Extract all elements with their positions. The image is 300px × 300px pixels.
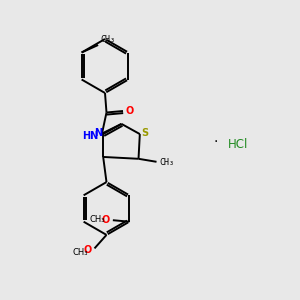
Text: HN: HN <box>82 131 99 141</box>
Text: CH₃: CH₃ <box>100 34 116 43</box>
Text: N: N <box>94 128 102 138</box>
Text: CH₃: CH₃ <box>89 215 105 224</box>
Text: ·: · <box>214 136 218 149</box>
Text: S: S <box>141 128 148 138</box>
Text: O: O <box>101 215 109 225</box>
Text: O: O <box>126 106 134 116</box>
Text: HCl: HCl <box>228 137 248 151</box>
Text: CH₃: CH₃ <box>72 248 88 257</box>
Text: O: O <box>84 245 92 255</box>
Text: CH₃: CH₃ <box>159 158 174 167</box>
